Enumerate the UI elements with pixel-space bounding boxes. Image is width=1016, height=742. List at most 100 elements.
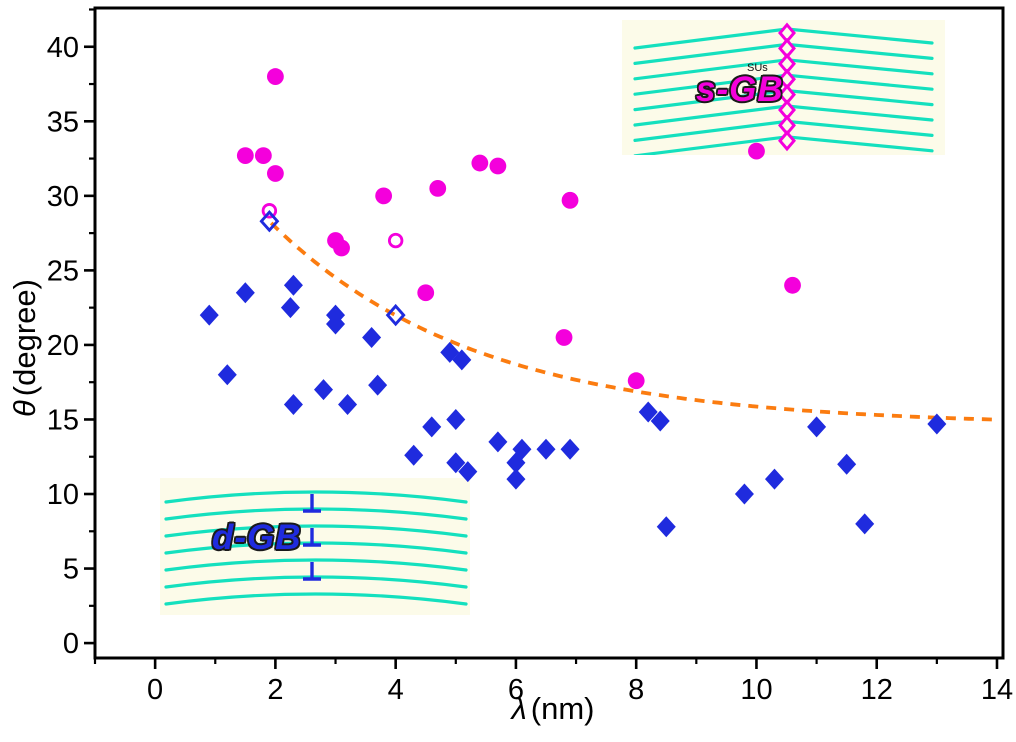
- data-point: [458, 461, 478, 483]
- lattice-line: [164, 541, 468, 555]
- s-gb-lattice-illustration: [622, 20, 945, 155]
- data-point: [314, 379, 334, 401]
- data-point: [429, 179, 447, 197]
- data-point: [734, 483, 754, 505]
- data-point: [446, 452, 466, 474]
- x-tick-label: 4: [388, 674, 404, 706]
- data-point: [404, 444, 424, 466]
- y-tick-label: 5: [63, 554, 79, 586]
- data-point: [266, 68, 284, 85]
- lambda-symbol: λ: [511, 691, 527, 726]
- data-point: [338, 394, 358, 416]
- x-tick-label: 10: [740, 674, 772, 706]
- lattice-line: [164, 575, 468, 589]
- data-point: [784, 276, 801, 294]
- d-gb-label: d-GB: [212, 518, 302, 557]
- d-gb-lattice-illustration: [160, 478, 470, 615]
- data-point: [261, 203, 278, 219]
- data-point: [536, 438, 556, 460]
- data-point: [807, 416, 827, 438]
- x-tick-label: 12: [861, 674, 893, 706]
- data-point: [488, 431, 508, 453]
- s-gb-inset: s-GB SUs: [622, 20, 945, 155]
- data-point: [512, 438, 532, 460]
- y-tick-label: 0: [63, 628, 79, 660]
- data-point: [254, 147, 272, 164]
- x-tick-label: 14: [981, 674, 1013, 706]
- lattice-line: [164, 524, 468, 538]
- lattice-line: [164, 490, 468, 504]
- y-axis-label: θ (degree): [7, 203, 43, 493]
- axis-ticks: 0 2 4 6 8 10 12 14 0 5 10 15 20 25 30 35 40: [47, 8, 1013, 706]
- series-d-GB: [199, 274, 947, 538]
- lattice-line: [164, 558, 468, 572]
- data-point: [927, 413, 947, 435]
- x-tick-label: 6: [508, 674, 524, 706]
- data-point: [764, 468, 784, 490]
- data-point: [362, 326, 382, 348]
- data-point: [422, 416, 442, 438]
- structural-units-label: SUs: [747, 62, 768, 74]
- x-tick-label: 8: [628, 674, 644, 706]
- data-point: [627, 372, 645, 390]
- data-point: [199, 304, 219, 326]
- y-tick-label: 35: [47, 106, 79, 138]
- data-point: [326, 313, 346, 335]
- data-point: [471, 154, 489, 172]
- y-tick-label: 40: [47, 32, 79, 64]
- data-point: [650, 410, 670, 432]
- data-point: [417, 284, 435, 302]
- data-point: [446, 408, 466, 430]
- data-point: [235, 282, 255, 304]
- data-point: [266, 165, 284, 182]
- x-axis-unit: (nm): [530, 691, 595, 726]
- data-point: [489, 157, 507, 175]
- data-point: [855, 513, 875, 535]
- y-tick-label: 15: [47, 404, 79, 436]
- theta-symbol: θ: [7, 400, 42, 418]
- dislocation-symbol: [303, 562, 321, 581]
- dislocation-symbol: [303, 494, 321, 513]
- x-tick-label: 2: [267, 674, 283, 706]
- x-axis-label: λ (nm): [453, 691, 653, 727]
- data-point: [236, 147, 254, 164]
- x-tick-label: 0: [147, 674, 163, 706]
- s-gb-label: s-GB: [696, 70, 784, 109]
- structural-unit-diamond: [778, 130, 796, 152]
- data-point: [217, 364, 237, 386]
- series-s-GB-open: [261, 203, 404, 249]
- data-point: [506, 468, 526, 490]
- data-point: [259, 210, 280, 233]
- data-point: [368, 374, 388, 396]
- data-point: [375, 187, 393, 205]
- data-point: [452, 349, 472, 371]
- d-gb-inset: d-GB: [160, 478, 470, 615]
- y-tick-label: 20: [47, 330, 79, 362]
- data-point: [656, 516, 676, 538]
- series-d-GB-open: [259, 210, 406, 327]
- y-tick-label: 30: [47, 181, 79, 213]
- data-point: [387, 232, 404, 249]
- fit-curve: [269, 221, 998, 422]
- data-point: [561, 191, 579, 209]
- data-point: [385, 303, 406, 327]
- data-point: [283, 274, 303, 296]
- y-axis-unit: (degree): [7, 279, 42, 397]
- plot-frame: [93, 6, 1005, 660]
- data-point: [560, 438, 580, 460]
- data-point: [280, 297, 300, 319]
- data-point: [333, 239, 350, 257]
- series-s-GB: [236, 68, 801, 390]
- dislocation-symbol: [303, 528, 321, 547]
- lattice-line: [164, 592, 468, 606]
- y-tick-label: 10: [47, 479, 79, 511]
- y-tick-label: 25: [47, 255, 79, 287]
- data-point: [638, 401, 658, 423]
- data-point: [555, 329, 573, 346]
- lattice-line: [164, 507, 468, 521]
- data-point: [283, 394, 303, 416]
- data-point: [837, 453, 857, 475]
- data-point: [748, 142, 765, 160]
